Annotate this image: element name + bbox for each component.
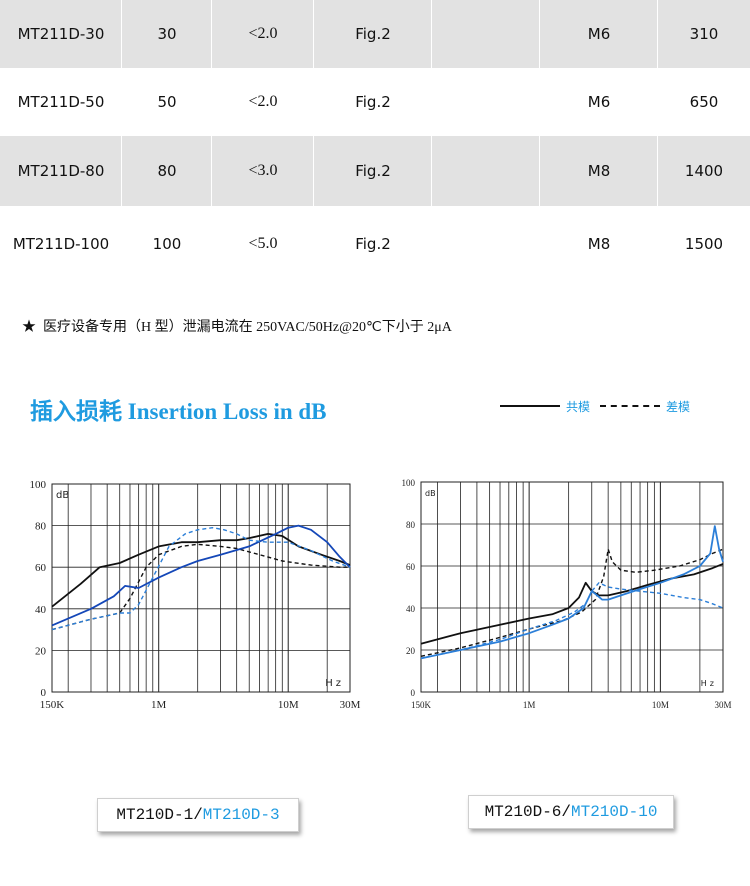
caption-model-a: MT210D-1 (116, 806, 194, 824)
legend-common-mode: 共模 (500, 396, 620, 416)
dashed-line-icon (600, 405, 660, 407)
weight-cell: 650 (689, 93, 719, 111)
leakage-cell: <2.0 (248, 93, 278, 110)
x-unit-label: Hz (701, 679, 717, 688)
caption-separator: / (561, 803, 571, 821)
leakage-cell: <3.0 (248, 162, 278, 179)
table-row: MT211D-80 80 <3.0 Fig.2 M8 1400 (0, 136, 750, 206)
screw-cell: M6 (587, 93, 611, 111)
x-tick-label: 150K (40, 699, 65, 711)
x-tick-label: 1M (523, 700, 536, 710)
figure-cell: Fig.2 (355, 235, 391, 253)
figure-cell: Fig.2 (355, 162, 391, 180)
series-line-3 (51, 527, 351, 631)
caption-model-a: MT210D-6 (484, 803, 562, 821)
y-tick-label: 80 (406, 520, 416, 530)
table-row: MT211D-100 100 <5.0 Fig.2 M8 1500 (0, 206, 750, 282)
caption-model-b: MT210D-3 (202, 806, 280, 824)
y-unit-label: dB (56, 490, 69, 501)
leakage-cell: <2.0 (248, 25, 278, 42)
x-tick-label: 30M (714, 700, 731, 710)
y-tick-label: 60 (406, 562, 416, 572)
y-tick-label: 80 (35, 521, 47, 533)
solid-line-icon (500, 405, 560, 407)
legend-label: 共模 (566, 400, 591, 414)
figure-cell: Fig.2 (355, 93, 391, 111)
y-tick-label: 40 (406, 604, 416, 614)
series-line-2 (420, 525, 724, 660)
y-tick-label: 40 (35, 604, 47, 616)
spec-table: MT211D-30 30 <2.0 Fig.2 M6 310 MT211D-50… (0, 0, 750, 282)
chart-caption-left: MT210D-1/MT210D-3 (97, 798, 299, 832)
y-unit-label: dB (425, 489, 436, 498)
plot-frame (420, 481, 724, 693)
caption-model-b: MT210D-10 (571, 803, 658, 821)
series-line-1 (420, 548, 724, 657)
x-unit-label: Hz (325, 678, 344, 689)
x-tick-label: 1M (151, 699, 167, 711)
series-line-2 (51, 524, 351, 627)
plot-frame (51, 483, 351, 693)
model-cell: MT211D-80 (17, 162, 105, 180)
insertion-loss-chart-right: 0 20 40 60 80 100 150K 1M 10M 30M dB Hz (402, 478, 732, 710)
leakage-note: ★ 医疗设备专用（H 型）泄漏电流在 250VAC/50Hz@20℃下小于 2μ… (22, 316, 452, 336)
blank-cell (432, 206, 540, 282)
caption-separator: / (193, 806, 203, 824)
current-cell: 80 (157, 162, 177, 180)
weight-cell: 310 (689, 25, 719, 43)
blank-cell (432, 0, 540, 68)
figure-cell: Fig.2 (355, 25, 391, 43)
screw-cell: M8 (587, 235, 611, 253)
series-line-3 (420, 582, 724, 660)
legend-differential-mode: 差模 (600, 396, 700, 416)
leakage-cell: <5.0 (248, 235, 278, 252)
x-tick-label: 10M (278, 699, 299, 711)
y-tick-label: 100 (30, 479, 47, 491)
table-row: MT211D-50 50 <2.0 Fig.2 M6 650 (0, 68, 750, 136)
y-tick-label: 20 (35, 645, 47, 657)
x-tick-label: 150K (411, 700, 432, 710)
screw-cell: M8 (587, 162, 611, 180)
y-tick-label: 60 (35, 562, 47, 574)
model-cell: MT211D-50 (17, 93, 105, 111)
chart-caption-right: MT210D-6/MT210D-10 (468, 795, 674, 829)
section-title: 插入损耗 Insertion Loss in dB (30, 399, 327, 424)
screw-cell: M6 (587, 25, 611, 43)
weight-cell: 1400 (684, 162, 724, 180)
current-cell: 30 (157, 25, 177, 43)
current-cell: 100 (152, 235, 182, 253)
star-icon: ★ (22, 320, 36, 335)
x-tick-label: 10M (652, 700, 669, 710)
y-tick-label: 0 (411, 688, 416, 698)
weight-cell: 1500 (684, 235, 724, 253)
x-tick-label: 30M (340, 699, 361, 711)
table-row: MT211D-30 30 <2.0 Fig.2 M6 310 (0, 0, 750, 68)
model-cell: MT211D-30 (17, 25, 105, 43)
series-line-1 (51, 543, 350, 631)
model-cell: MT211D-100 (12, 235, 110, 253)
insertion-loss-chart-left: 0 20 40 60 80 100 150K 1M 10M 30M dB Hz (30, 479, 361, 711)
legend-label: 差模 (666, 400, 691, 414)
current-cell: 50 (157, 93, 177, 111)
y-tick-label: 100 (402, 478, 416, 488)
blank-cell (432, 136, 540, 206)
y-tick-label: 0 (41, 687, 47, 699)
y-tick-label: 20 (406, 646, 416, 656)
blank-cell (432, 68, 540, 136)
note-text: 医疗设备专用（H 型）泄漏电流在 250VAC/50Hz@20℃下小于 2μA (43, 320, 452, 335)
